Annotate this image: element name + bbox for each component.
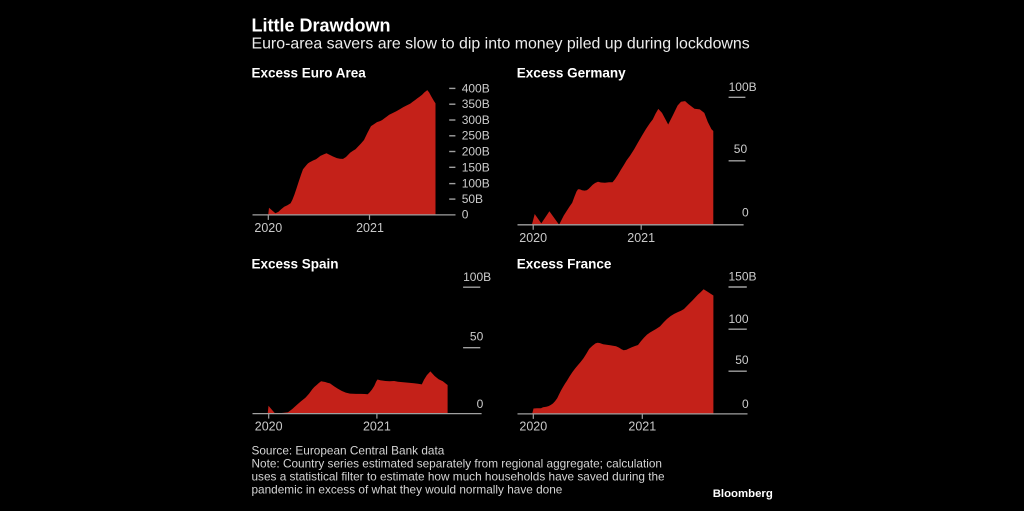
svg-text:2020: 2020 xyxy=(519,231,547,245)
svg-text:400B: 400B xyxy=(462,81,490,95)
svg-text:Excess Germany: Excess Germany xyxy=(517,65,626,80)
svg-text:250B: 250B xyxy=(462,129,490,143)
svg-text:Little Drawdown: Little Drawdown xyxy=(252,16,391,36)
svg-text:200B: 200B xyxy=(462,145,490,159)
svg-text:100B: 100B xyxy=(462,176,490,190)
svg-text:2021: 2021 xyxy=(356,221,384,235)
svg-text:2020: 2020 xyxy=(255,419,283,433)
svg-text:300B: 300B xyxy=(462,113,490,127)
svg-text:uses a statistical filter to e: uses a statistical filter to estimate ho… xyxy=(252,469,666,483)
svg-text:0: 0 xyxy=(477,397,484,411)
svg-text:Bloomberg: Bloomberg xyxy=(713,488,773,500)
svg-text:100B: 100B xyxy=(463,270,491,284)
svg-text:Source: European Central Bank: Source: European Central Bank data xyxy=(252,443,445,457)
svg-text:Excess Euro Area: Excess Euro Area xyxy=(252,65,367,80)
svg-text:2021: 2021 xyxy=(363,419,391,433)
svg-text:100B: 100B xyxy=(729,80,757,94)
svg-text:50: 50 xyxy=(470,329,484,343)
svg-text:Note: Country series estimated: Note: Country series estimated separatel… xyxy=(252,456,662,470)
svg-text:2020: 2020 xyxy=(519,419,547,433)
svg-text:2020: 2020 xyxy=(254,221,282,235)
svg-text:pandemic in excess of what the: pandemic in excess of what they would no… xyxy=(252,482,563,496)
svg-text:Excess France: Excess France xyxy=(517,256,612,271)
svg-text:0: 0 xyxy=(742,397,749,411)
svg-text:50: 50 xyxy=(735,353,749,367)
svg-text:2021: 2021 xyxy=(627,231,655,245)
svg-text:0: 0 xyxy=(462,208,469,222)
svg-text:350B: 350B xyxy=(462,97,490,111)
svg-text:150B: 150B xyxy=(462,160,490,174)
svg-text:100: 100 xyxy=(729,312,749,326)
svg-text:Euro-area savers are slow to d: Euro-area savers are slow to dip into mo… xyxy=(252,36,750,53)
svg-text:0: 0 xyxy=(742,206,749,220)
svg-text:150B: 150B xyxy=(729,269,757,283)
svg-text:2021: 2021 xyxy=(628,419,656,433)
svg-text:50: 50 xyxy=(734,142,748,156)
svg-text:50B: 50B xyxy=(462,192,483,206)
svg-text:Excess Spain: Excess Spain xyxy=(252,256,339,271)
